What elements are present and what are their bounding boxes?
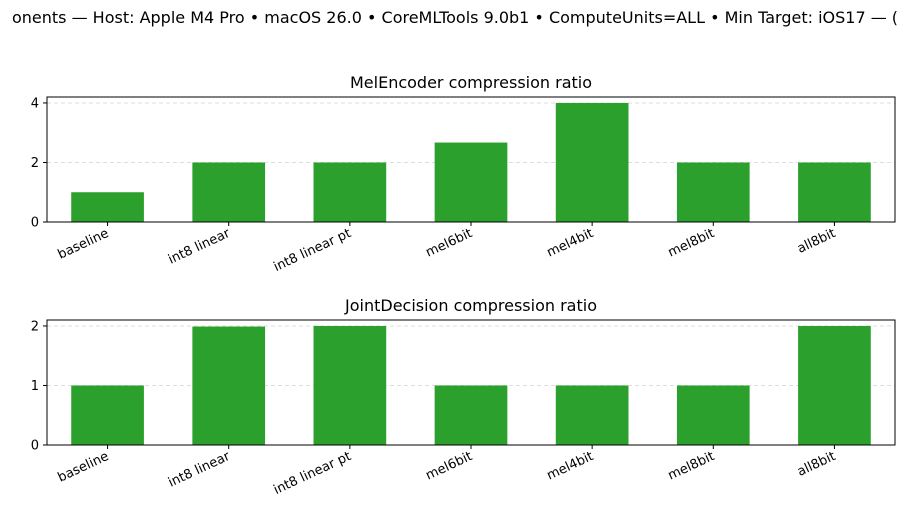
x-tick-label: mel4bit — [545, 449, 596, 484]
y-tick-label: 1 — [31, 379, 39, 394]
x-tick-label: mel8bit — [666, 226, 717, 261]
bar-int8-linear — [192, 326, 266, 445]
x-tick-label: mel6bit — [423, 226, 474, 261]
bar-baseline — [71, 192, 144, 222]
x-tick-label: baseline — [56, 449, 112, 486]
bar-all8bit — [798, 325, 871, 445]
x-tick-label: int8 linear pt — [271, 226, 353, 275]
y-tick-label: 0 — [31, 216, 39, 231]
bar-int8-linear-pt — [313, 325, 387, 445]
chart-title: MelEncoder compression ratio — [350, 73, 592, 92]
bar-int8-linear-pt — [313, 162, 387, 222]
bar-mel4bit — [555, 385, 629, 445]
figure-suptitle: onents — Host: Apple M4 Pro • macOS 26.0… — [11, 8, 899, 27]
x-tick-label: mel4bit — [545, 226, 596, 261]
y-tick-label: 2 — [31, 319, 39, 334]
bar-mel8bit — [676, 385, 750, 445]
bar-mel4bit — [555, 102, 629, 222]
chart-panel-melencoder: 0 2 4 baseline int8 linear int8 linear pt mel6… — [31, 73, 896, 275]
bar-mel6bit — [434, 385, 508, 445]
x-tick-label: mel8bit — [666, 449, 717, 484]
bar-mel6bit — [434, 142, 508, 222]
x-tick-label: int8 linear pt — [271, 449, 353, 498]
bar-int8-linear — [192, 162, 266, 222]
x-tick-label: all8bit — [795, 226, 838, 257]
x-tick-label: int8 linear — [166, 226, 233, 268]
bar-mel8bit — [676, 162, 750, 222]
bar-baseline — [71, 385, 144, 445]
x-tick-label: all8bit — [795, 449, 838, 480]
y-tick-label: 0 — [31, 439, 39, 454]
x-tick-label: int8 linear — [166, 449, 233, 491]
y-tick-label: 2 — [31, 156, 39, 171]
bar-all8bit — [798, 162, 871, 222]
chart-title: JointDecision compression ratio — [344, 296, 597, 315]
x-tick-label: mel6bit — [423, 449, 474, 484]
x-tick-label: baseline — [56, 226, 112, 263]
y-tick-label: 4 — [31, 96, 39, 111]
chart-panel-jointdecision: 0 1 2 baseline int8 linear int8 linear pt mel6… — [31, 296, 896, 498]
